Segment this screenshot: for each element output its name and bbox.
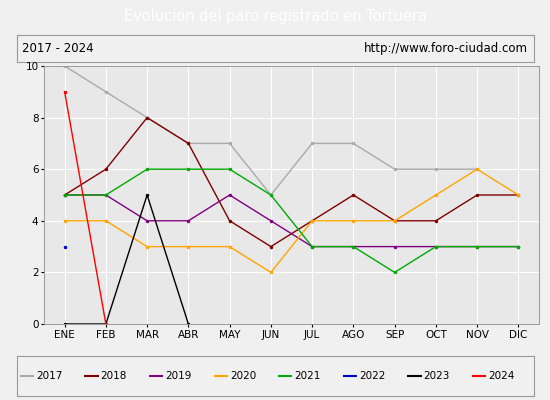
Text: http://www.foro-ciudad.com: http://www.foro-ciudad.com [364, 42, 529, 55]
Text: 2018: 2018 [101, 371, 127, 381]
Text: 2017 - 2024: 2017 - 2024 [21, 42, 94, 55]
Text: 2017: 2017 [36, 371, 62, 381]
Text: 2022: 2022 [359, 371, 386, 381]
Text: 2024: 2024 [488, 371, 515, 381]
Text: 2020: 2020 [230, 371, 256, 381]
Text: 2023: 2023 [424, 371, 450, 381]
Text: 2021: 2021 [294, 371, 321, 381]
Text: Evolucion del paro registrado en Tortuera: Evolucion del paro registrado en Tortuer… [124, 10, 426, 24]
Text: 2019: 2019 [165, 371, 191, 381]
